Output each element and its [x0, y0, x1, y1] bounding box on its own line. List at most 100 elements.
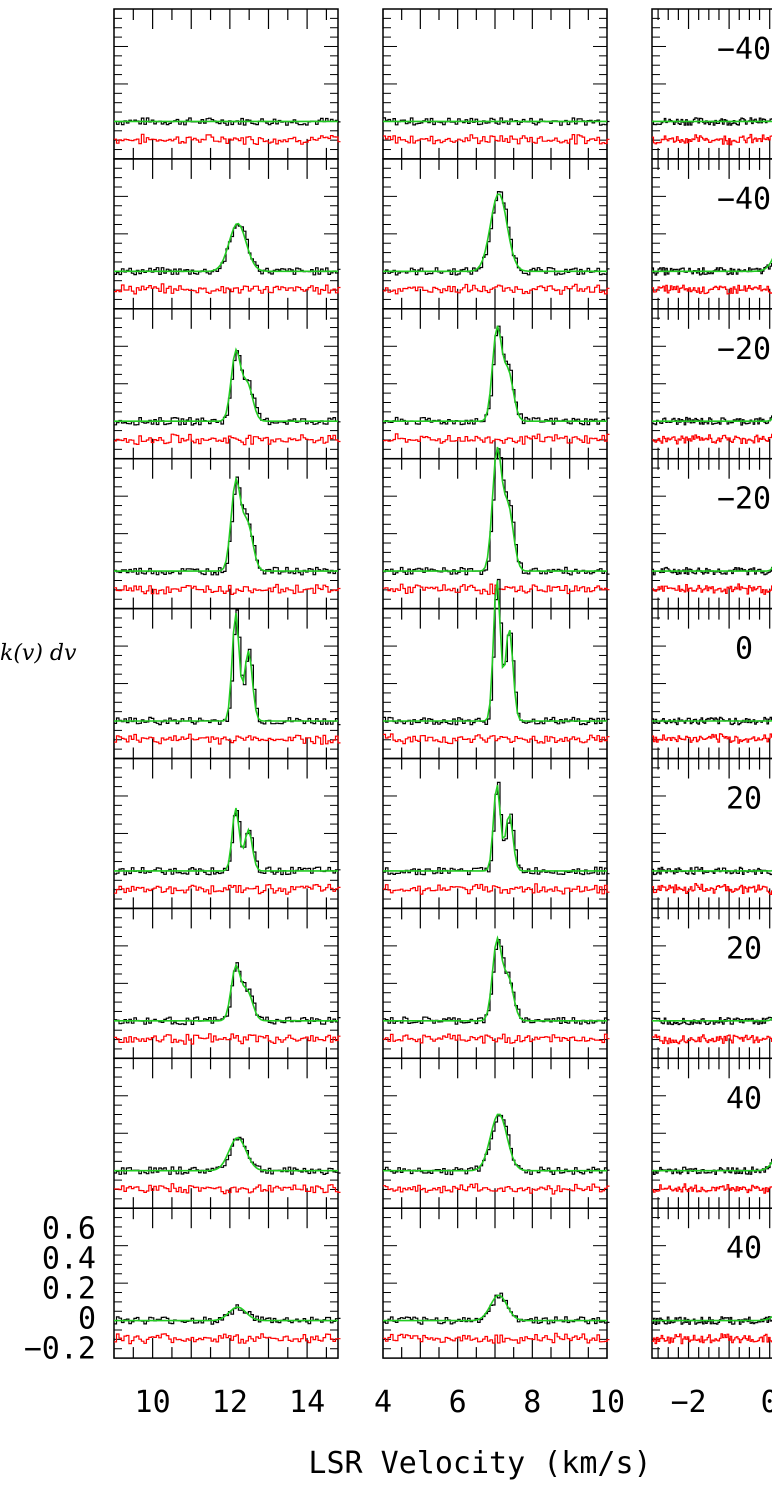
residual-line [114, 133, 341, 145]
observed-line [383, 1114, 610, 1176]
residual-line [652, 133, 772, 146]
panel-r2-c1 [382, 308, 610, 460]
panel-frame [113, 757, 339, 910]
fit-line [114, 612, 338, 722]
row-offset-label: 20 [726, 782, 762, 817]
observed-line [114, 962, 341, 1026]
fit-line [652, 1160, 772, 1172]
residual-line [652, 583, 772, 595]
x-tick-label: −2 [670, 1385, 706, 1420]
fit-line [383, 193, 607, 273]
panel-r5-c2: 20 [651, 757, 772, 910]
fit-line [652, 1315, 772, 1322]
x-tick-label: 6 [449, 1385, 467, 1420]
observed-line [652, 1316, 772, 1325]
residual-line [114, 433, 341, 446]
panel-r5-c0 [113, 757, 341, 910]
panel-frame [113, 607, 339, 760]
panel-r0-c1 [382, 8, 610, 160]
residual-line [383, 1033, 610, 1044]
fit-line [114, 963, 338, 1022]
fit-line [383, 446, 607, 572]
panel-r6-c0 [113, 907, 341, 1060]
row-offset-label: 20 [726, 931, 762, 966]
residual-line [652, 883, 772, 895]
observed-line [652, 566, 772, 576]
residual-line [383, 1332, 610, 1344]
panel-frame [113, 308, 339, 460]
observed-line [383, 578, 610, 726]
panel-frame [382, 308, 608, 460]
fit-line [652, 417, 772, 422]
y-tick-label: 0.2 [42, 1272, 96, 1307]
fit-line [114, 807, 338, 872]
panel-r8-c1 [382, 1207, 610, 1359]
residual-line [383, 733, 610, 745]
panel-frame [113, 8, 339, 160]
y-axis-label-fragment: k(v) dv [0, 641, 77, 666]
residual-line [652, 1034, 772, 1045]
observed-line [114, 117, 341, 126]
observed-line [383, 781, 610, 876]
observed-line [114, 350, 341, 426]
panel-r3-c2: −20 [651, 457, 772, 610]
panel-r7-c2: 40 [651, 1057, 772, 1209]
residual-line [114, 283, 341, 295]
fit-line [652, 719, 772, 722]
x-tick-label: 4 [374, 1385, 392, 1420]
residual-line [383, 433, 610, 445]
x-tick-label: 12 [212, 1385, 248, 1420]
fit-line [383, 325, 607, 422]
fit-line [114, 1306, 338, 1322]
panel-frame [382, 1057, 608, 1209]
panel-frame [113, 907, 339, 1060]
x-axis-label: LSR Velocity (km/s) [308, 1446, 651, 1481]
row-offset-label: 40 [726, 1081, 762, 1116]
panel-grid: −40 −40 −20 −20 0 20 20 40 40 [113, 8, 772, 1359]
x-tick-label: 10 [135, 1385, 171, 1420]
panel-r5-c1 [382, 757, 610, 910]
residual-line [652, 1183, 772, 1194]
row-offset-label: 40 [726, 1231, 762, 1266]
panel-r0-c2: −40 [651, 8, 772, 160]
observed-line [652, 262, 772, 276]
observed-line [652, 866, 772, 876]
x-tick-label: 14 [289, 1385, 325, 1420]
residual-line [114, 583, 341, 595]
observed-line [652, 1016, 772, 1026]
fit-line [114, 222, 338, 273]
y-tick-label: 0.4 [42, 1242, 96, 1277]
panel-r6-c2: 20 [651, 907, 772, 1060]
panel-r2-c0 [113, 308, 341, 460]
observed-line [383, 325, 610, 426]
residual-line [114, 1183, 341, 1195]
y-tick-label: −0.2 [24, 1332, 96, 1367]
x-tick-label: 0 [761, 1385, 772, 1420]
observed-line [652, 1158, 772, 1175]
residual-line [383, 883, 610, 895]
panel-r0-c0 [113, 8, 341, 160]
row-offset-label: −20 [717, 482, 771, 517]
observed-line [114, 476, 341, 576]
panel-r8-c2: 40 [651, 1207, 772, 1359]
panel-r1-c0 [113, 158, 341, 310]
panel-frame [382, 907, 608, 1060]
panel-r3-c0 [113, 457, 341, 610]
panel-r7-c1 [382, 1057, 610, 1209]
fit-line [383, 935, 607, 1022]
observed-line [383, 939, 610, 1025]
fit-line [652, 869, 772, 872]
y-tick-label: 0 [78, 1302, 96, 1337]
panel-r1-c1 [382, 158, 610, 310]
observed-line [383, 448, 610, 576]
panel-r4-c0 [113, 607, 341, 760]
y-tick-label: 0.6 [42, 1212, 96, 1247]
fit-line [383, 784, 607, 872]
panel-r4-c2: 0 [651, 607, 772, 760]
fit-line [383, 1113, 607, 1172]
residual-line [114, 1033, 341, 1045]
x-tick-labels: 10 12 14 4 6 8 10 −2 0 [135, 1385, 772, 1420]
panel-frame [113, 457, 339, 610]
panel-r2-c2: −20 [651, 308, 772, 460]
panel-frame [113, 1057, 339, 1209]
